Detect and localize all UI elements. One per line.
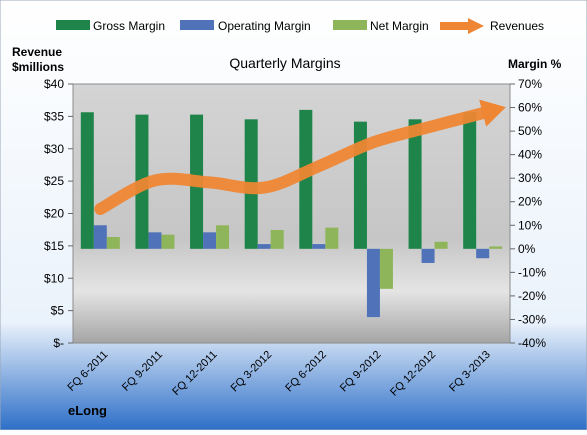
right-tick-label: 20% [518, 195, 542, 209]
right-tick-label: -20% [518, 289, 546, 303]
bar-operating-margin-fq-6-2012 [312, 244, 325, 249]
left-axis-title-line-2: $millions [12, 60, 64, 74]
bar-operating-margin-fq-9-2011 [148, 232, 161, 248]
right-tick-label: 70% [518, 77, 542, 91]
company-label: eLong [68, 403, 107, 418]
chart-title: Quarterly Margins [229, 55, 340, 71]
left-tick-label: $35 [44, 109, 64, 123]
right-tick-label: 60% [518, 101, 542, 115]
right-tick-label: 50% [518, 124, 542, 138]
right-tick-label: -40% [518, 336, 546, 350]
right-tick-label: 0% [518, 242, 536, 256]
bar-net-margin-fq-9-2011 [161, 235, 174, 249]
left-tick-label: $20 [44, 207, 64, 221]
bar-operating-margin-fq-12-2011 [203, 232, 216, 248]
legend-label-gross-margin: Gross Margin [93, 19, 165, 33]
legend-label-revenues: Revenues [490, 19, 544, 33]
legend-label-net-margin: Net Margin [370, 19, 429, 33]
legend-swatch-gross-margin [56, 20, 90, 30]
bar-operating-margin-fq-9-2012 [367, 249, 380, 317]
bar-operating-margin-fq-6-2011 [94, 225, 107, 249]
left-axis-title-line-1: Revenue [12, 45, 62, 59]
bar-net-margin-fq-6-2011 [107, 237, 120, 249]
left-tick-label: $30 [44, 142, 64, 156]
right-tick-label: 40% [518, 148, 542, 162]
bar-net-margin-fq-3-2012 [271, 230, 284, 249]
left-tick-label: $5 [51, 304, 65, 318]
bar-net-margin-fq-3-2013 [489, 246, 502, 248]
left-tick-label: $15 [44, 239, 64, 253]
left-tick-label: $40 [44, 77, 64, 91]
right-tick-label: -30% [518, 312, 546, 326]
legend-swatch-operating-margin [180, 20, 214, 30]
legend-swatch-net-margin [333, 20, 367, 30]
bar-gross-margin-fq-12-2012 [409, 119, 422, 249]
right-tick-label: 10% [518, 218, 542, 232]
bar-net-margin-fq-9-2012 [380, 249, 393, 289]
bar-operating-margin-fq-3-2012 [258, 244, 271, 249]
legend: Gross Margin Operating Margin Net Margin… [56, 18, 544, 34]
right-tick-label: 30% [518, 171, 542, 185]
left-tick-label: $25 [44, 174, 64, 188]
bar-net-margin-fq-12-2012 [435, 242, 448, 249]
legend-label-operating-margin: Operating Margin [218, 19, 311, 33]
bar-net-margin-fq-12-2011 [216, 225, 229, 249]
right-tick-label: -10% [518, 265, 546, 279]
bar-gross-margin-fq-3-2013 [463, 112, 476, 249]
bar-gross-margin-fq-6-2011 [81, 112, 94, 249]
left-tick-label: $- [53, 336, 64, 350]
left-tick-label: $10 [44, 271, 64, 285]
bar-operating-margin-fq-3-2013 [476, 249, 489, 258]
bar-operating-margin-fq-12-2012 [422, 249, 435, 263]
right-axis-title: Margin % [508, 57, 562, 71]
bar-net-margin-fq-6-2012 [325, 228, 338, 249]
